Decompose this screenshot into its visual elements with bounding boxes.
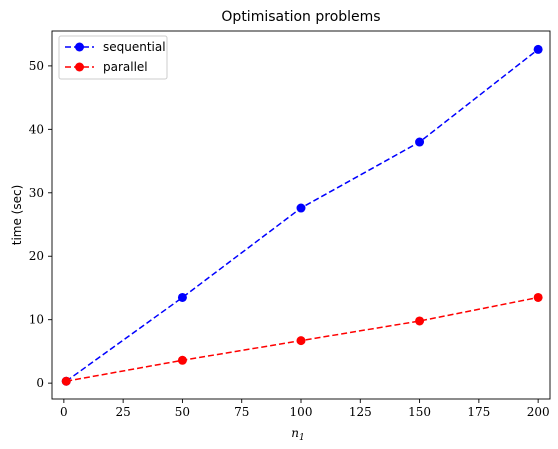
- x-tick-label: 25: [116, 405, 131, 419]
- y-tick-label: 10: [29, 313, 44, 327]
- legend-label-parallel: parallel: [103, 60, 148, 74]
- y-axis-label: time (sec): [10, 185, 24, 246]
- x-tick-label: 150: [408, 405, 431, 419]
- x-axis: 0 25 50 75 100 125 150 175 200: [60, 399, 550, 419]
- chart-title: Optimisation problems: [221, 9, 380, 25]
- legend: sequential parallel: [59, 36, 167, 79]
- data-point-parallel: [62, 377, 71, 386]
- x-tick-label: 200: [527, 405, 550, 419]
- data-point-sequential: [178, 293, 187, 302]
- y-tick-label: 20: [29, 249, 44, 263]
- data-point-sequential: [297, 204, 306, 213]
- y-tick-label: 40: [29, 122, 44, 136]
- series-layer: [62, 45, 543, 386]
- legend-marker-sequential: [75, 43, 84, 52]
- y-tick-label: 0: [36, 376, 44, 390]
- data-point-parallel: [534, 293, 543, 302]
- x-tick-label: 50: [175, 405, 190, 419]
- x-tick-label: 125: [349, 405, 372, 419]
- data-point-parallel: [178, 356, 187, 365]
- legend-marker-parallel: [75, 63, 84, 72]
- y-axis: 0 10 20 30 40 50: [29, 59, 52, 390]
- data-point-sequential: [415, 138, 424, 147]
- y-tick-label: 30: [29, 186, 44, 200]
- data-point-parallel: [415, 316, 424, 325]
- x-tick-label: 100: [290, 405, 313, 419]
- legend-label-sequential: sequential: [103, 40, 166, 54]
- data-point-parallel: [297, 336, 306, 345]
- y-tick-label: 50: [29, 59, 44, 73]
- x-tick-label: 75: [234, 405, 249, 419]
- x-tick-label: 175: [467, 405, 490, 419]
- data-point-sequential: [534, 45, 543, 54]
- x-tick-label: 0: [60, 405, 68, 419]
- x-axis-label: n1: [291, 426, 304, 443]
- series-line-sequential: [66, 49, 538, 381]
